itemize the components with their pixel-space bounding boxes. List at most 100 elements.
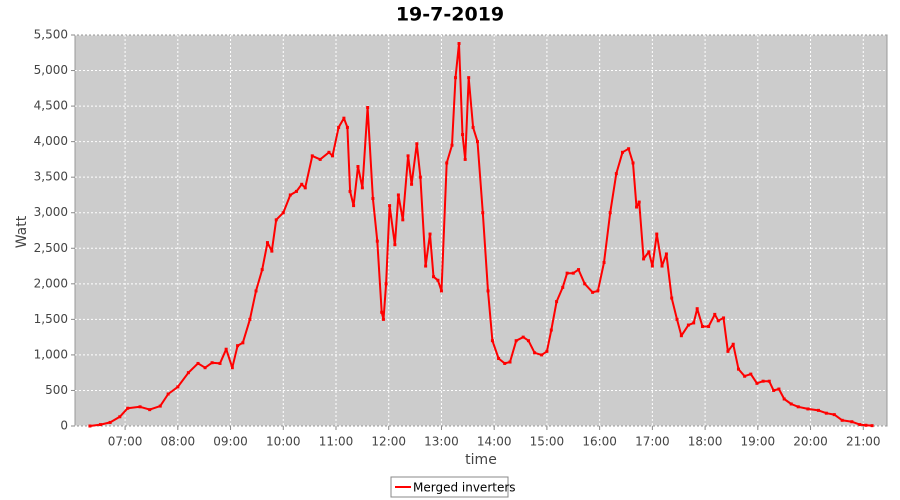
data-point (675, 317, 679, 321)
plot-area (74, 34, 888, 427)
data-point (384, 282, 388, 286)
data-point (722, 316, 726, 320)
y-tick-label: 500 (45, 383, 68, 397)
data-point (591, 290, 595, 294)
y-tick-label: 2,000 (34, 276, 68, 290)
data-point (577, 268, 581, 272)
data-point (126, 406, 130, 410)
data-point (840, 418, 844, 422)
data-point (236, 344, 240, 348)
data-point (248, 317, 252, 321)
data-point (356, 165, 360, 169)
data-point (158, 404, 162, 408)
data-point (366, 106, 370, 110)
data-point (503, 361, 507, 365)
data-point (650, 264, 654, 268)
data-point (218, 361, 222, 365)
data-point (726, 349, 730, 353)
data-point (583, 282, 587, 286)
data-point (224, 347, 228, 351)
data-point (410, 182, 414, 186)
y-tick-label: 1,500 (34, 312, 68, 326)
data-point (436, 278, 440, 282)
data-point (303, 186, 307, 190)
data-point (679, 334, 683, 338)
data-point (176, 385, 180, 389)
data-point (707, 324, 711, 328)
data-point (445, 161, 449, 165)
data-point (695, 307, 699, 311)
data-point (700, 324, 704, 328)
data-point (635, 205, 639, 209)
data-point (241, 341, 245, 345)
data-point (637, 200, 641, 204)
data-point (415, 142, 419, 146)
y-tick-label: 5,000 (34, 63, 68, 77)
data-point (870, 424, 874, 428)
data-point (736, 367, 740, 371)
data-point (549, 328, 553, 332)
data-point (850, 420, 854, 424)
data-point (254, 289, 258, 293)
y-tick-label: 3,500 (34, 170, 68, 184)
data-point (832, 413, 836, 417)
x-tick-label: 21:00 (846, 435, 881, 449)
legend-box (390, 476, 509, 498)
data-point (138, 405, 142, 409)
data-point (342, 116, 346, 120)
x-tick-label: 13:00 (424, 435, 459, 449)
data-point (608, 211, 612, 215)
data-point (743, 374, 747, 378)
y-tick-label: 1,000 (34, 347, 68, 361)
data-point (481, 211, 485, 215)
x-tick-label: 09:00 (213, 435, 248, 449)
x-axis-label: time (465, 452, 497, 468)
data-point (796, 405, 800, 409)
data-point (561, 285, 565, 289)
data-point (371, 197, 375, 201)
x-tick-label: 18:00 (688, 435, 723, 449)
data-point (310, 154, 314, 158)
data-point (337, 125, 341, 129)
data-point (300, 182, 304, 186)
legend: Merged inverters (390, 476, 516, 498)
chart-title: 19-7-2019 (396, 4, 504, 26)
data-point (327, 150, 331, 154)
x-tick-label: 16:00 (582, 435, 617, 449)
data-point (686, 323, 690, 327)
data-point (767, 379, 771, 383)
y-tick-label: 3,000 (34, 205, 68, 219)
data-point (545, 349, 549, 353)
data-point (360, 186, 364, 190)
data-point (203, 366, 207, 370)
data-point (388, 204, 392, 208)
data-point (555, 300, 559, 304)
data-point (352, 204, 356, 208)
legend-label: Merged inverters (413, 481, 516, 495)
data-point (108, 420, 112, 424)
x-tick-label: 15:00 (530, 435, 565, 449)
data-point (670, 296, 674, 300)
data-point (381, 317, 385, 321)
data-point (782, 397, 786, 401)
data-point (270, 249, 274, 253)
data-point (118, 415, 122, 419)
x-tick-label: 10:00 (266, 435, 301, 449)
y-tick-label: 0 (60, 419, 68, 433)
data-point (664, 252, 668, 256)
data-point (330, 154, 334, 158)
data-point (88, 424, 92, 428)
data-point (318, 157, 322, 161)
data-point (432, 275, 436, 279)
data-point (620, 150, 624, 154)
marks (88, 42, 874, 428)
data-point (642, 257, 646, 261)
data-point (526, 339, 530, 343)
data-point (345, 125, 349, 129)
data-point (463, 157, 467, 161)
data-point (571, 271, 575, 275)
data-point (602, 260, 606, 264)
data-point (454, 76, 458, 80)
data-point (647, 250, 651, 254)
